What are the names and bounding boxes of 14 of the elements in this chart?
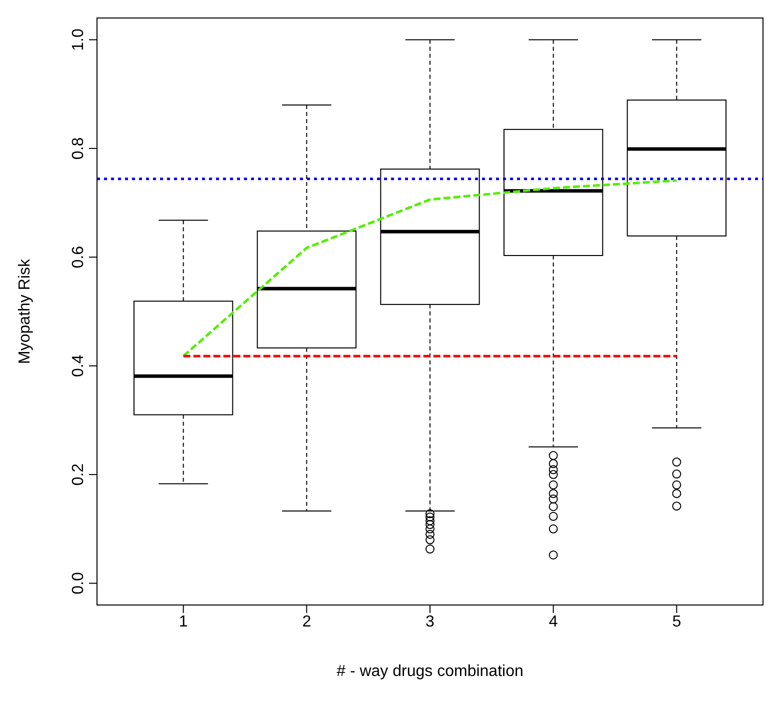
y-tick-label: 0.0: [70, 572, 87, 594]
y-tick-label: 0.8: [70, 137, 87, 160]
x-tick-label: 1: [178, 613, 188, 630]
x-tick-label: 3: [426, 613, 435, 630]
x-tick-label: 2: [302, 613, 312, 630]
y-tick-label: 0.2: [70, 463, 87, 486]
y-tick-label: 0.4: [70, 354, 87, 377]
x-tick-label: 5: [672, 613, 682, 630]
x-tick-label: 4: [548, 613, 558, 630]
line-series: [182, 179, 678, 358]
y-axis-title: Myopathy Risk: [16, 258, 34, 364]
x-axis-title: # - way drugs combination: [336, 663, 524, 680]
y-tick-label: 0.6: [70, 246, 87, 268]
y-tick-label: 1.0: [70, 28, 87, 51]
